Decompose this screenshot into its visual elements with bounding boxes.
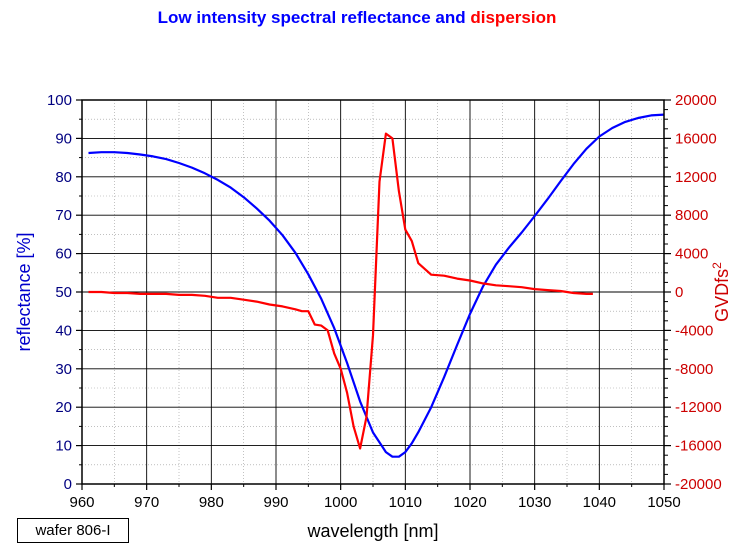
y-tick-label: 100 <box>47 92 72 109</box>
y2-tick-label: 8000 <box>675 207 708 224</box>
series-reflectance-line <box>88 113 665 458</box>
series-dispersion-line <box>88 132 593 450</box>
x-tick-label: 1050 <box>647 494 680 511</box>
x-tick-label: 960 <box>69 494 94 511</box>
x-tick-label: 1000 <box>324 494 357 511</box>
y-tick-label: 0 <box>64 476 72 493</box>
y-tick-label: 30 <box>55 361 72 378</box>
y2-tick-label: 16000 <box>675 130 717 147</box>
x-tick-label: 970 <box>134 494 159 511</box>
chart-title-reflectance: Low intensity spectral reflectance and <box>158 8 471 27</box>
plot-frame <box>81 99 665 485</box>
x-tick-label: 1020 <box>453 494 486 511</box>
y2-axis-label-superscript: 2 <box>710 262 724 269</box>
y2-tick-label: 12000 <box>675 169 717 186</box>
y2-tick-label: -20000 <box>675 476 722 493</box>
x-tick-label: 1030 <box>518 494 551 511</box>
y2-axis-label-base: GVDfs <box>712 269 732 322</box>
y-tick-label: 10 <box>55 438 72 455</box>
sample-label-box: wafer 806-I <box>17 518 129 543</box>
chart-title-dispersion: dispersion <box>470 8 556 27</box>
series-layer <box>88 113 665 458</box>
y2-axis-label: GVDfs2 <box>710 262 732 322</box>
y2-tick-label: 0 <box>675 284 683 301</box>
y-tick-label: 80 <box>55 169 72 186</box>
y-tick-label: 40 <box>55 322 72 339</box>
gridlines <box>81 99 665 485</box>
x-tick-label: 1040 <box>583 494 616 511</box>
x-tick-label: 980 <box>199 494 224 511</box>
y2-tick-label: 4000 <box>675 246 708 263</box>
x-tick-label: 1010 <box>389 494 422 511</box>
y-tick-label: 50 <box>55 284 72 301</box>
tick-labels: 960 970 980 990 1000 1010 1020 1030 1040 10500102… <box>47 92 722 511</box>
y2-tick-label: -4000 <box>675 322 713 339</box>
sample-label: wafer 806-I <box>35 522 111 539</box>
y-tick-label: 60 <box>55 246 72 263</box>
y-tick-label: 70 <box>55 207 72 224</box>
chart-title: Low intensity spectral reflectance and d… <box>158 8 557 27</box>
y-axis-label: reflectance [%] <box>14 232 34 351</box>
y2-tick-label: -12000 <box>675 399 722 416</box>
y2-tick-label: -16000 <box>675 438 722 455</box>
y-tick-label: 20 <box>55 399 72 416</box>
y2-tick-label: -8000 <box>675 361 713 378</box>
y2-tick-label: 20000 <box>675 92 717 109</box>
x-axis-label: wavelength [nm] <box>306 521 438 541</box>
x-tick-label: 990 <box>263 494 288 511</box>
y-tick-label: 90 <box>55 130 72 147</box>
